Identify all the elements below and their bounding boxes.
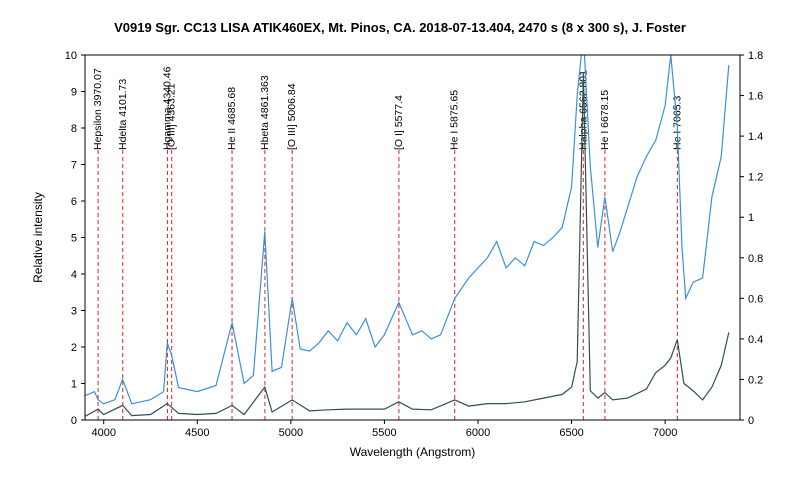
line-marker-label: [O III] 4363.21 [166,83,178,150]
x-tick-label: 6500 [559,427,583,439]
y-left-tick-label: 1 [71,379,77,391]
y-right-tick-label: 0 [748,415,754,427]
y-left-tick-label: 4 [71,269,77,281]
y-left-tick-label: 7 [71,160,77,172]
line-marker-label: He I 5875.65 [449,90,461,150]
y-left-tick-label: 0 [71,415,77,427]
x-tick-label: 4500 [185,427,209,439]
x-tick-label: 4000 [91,427,115,439]
y-left-tick-label: 2 [71,342,77,354]
y-right-tick-label: 1.4 [748,131,763,143]
line-marker-label: [O I] 5577.4 [393,95,405,150]
y-left-tick-label: 3 [71,306,77,318]
y-right-tick-label: 1.8 [748,50,763,62]
spectrum-series-right-axis [85,55,730,405]
line-marker-label: He I 6678.15 [599,90,611,150]
chart-title: V0919 Sgr. CC13 LISA ATIK460EX, Mt. Pino… [114,20,686,35]
y-right-tick-label: 1.2 [748,172,763,184]
x-axis-title: Wavelength (Angstrom) [350,445,476,459]
y-right-tick-label: 0.2 [748,374,763,386]
y-left-tick-label: 9 [71,87,77,99]
y-left-tick-label: 10 [65,50,77,62]
y-right-tick-label: 0.8 [748,253,763,265]
y-left-tick-label: 6 [71,196,77,208]
plot-frame [84,54,741,421]
line-marker-label: [O III] 5006.84 [286,83,298,150]
axis-ticks: 4000 4500 5000 5500 6000 6500 7000012345678910… [65,50,764,439]
line-markers: Hepsilon 3970.07 Hdelta 4101.73 Hgamma 434… [92,66,683,420]
line-marker-label: Hepsilon 3970.07 [92,68,104,150]
y-right-tick-label: 1 [748,212,754,224]
x-tick-label: 5000 [279,427,303,439]
y-right-tick-label: 0.6 [748,293,763,305]
x-tick-label: 5500 [372,427,396,439]
y-right-tick-label: 0.4 [748,334,763,346]
line-marker-label: Hgamma 4340.46 [161,66,173,150]
y-right-tick-label: 1.6 [748,91,763,103]
line-marker-label: Hdelta 4101.73 [117,79,129,150]
y-left-tick-label: 5 [71,233,77,245]
spectrum-series-left-axis [85,73,730,417]
x-tick-label: 7000 [653,427,677,439]
series-lines [85,55,730,417]
x-tick-label: 6000 [466,427,490,439]
line-marker-label: Hbeta 4861.363 [259,75,271,150]
line-marker-label: He II 4685.68 [226,87,238,150]
y-left-tick-label: 8 [71,123,77,135]
y-axis-title: Relative intensity [31,192,45,283]
